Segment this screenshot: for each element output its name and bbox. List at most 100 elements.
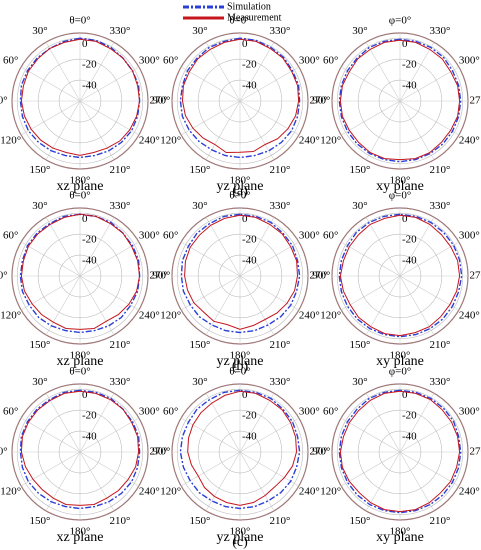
angle-label: 270° <box>310 446 331 458</box>
series-line <box>181 38 300 154</box>
ring <box>378 254 422 298</box>
r-tick-label: 0 <box>242 38 248 50</box>
ring <box>37 58 123 144</box>
angle-label: 300° <box>139 230 160 242</box>
angle-label: 60° <box>3 55 18 67</box>
spoke <box>205 392 241 453</box>
angle-label: 330° <box>430 200 451 212</box>
angle-label: θ=0° <box>229 366 250 378</box>
row-label: (a) <box>232 184 248 199</box>
ring <box>218 79 262 123</box>
series-line <box>179 389 301 510</box>
angle-label: 150° <box>190 515 211 527</box>
r-tick-label: -40 <box>82 431 97 443</box>
spoke <box>399 451 435 512</box>
ring <box>176 388 304 516</box>
angle-label: 180° <box>230 526 251 538</box>
angle-label: 210° <box>110 515 131 527</box>
spoke <box>20 100 81 136</box>
plane-label: xz plane <box>56 179 103 194</box>
ring <box>197 409 283 495</box>
ring <box>336 388 464 516</box>
angle-label: 150° <box>350 339 371 351</box>
angle-label: 60° <box>163 55 178 67</box>
spoke <box>20 417 81 453</box>
spoke <box>79 451 115 512</box>
spoke <box>20 451 81 487</box>
r-tick-label: -20 <box>242 410 257 422</box>
angle-label: 30° <box>32 376 47 388</box>
angle-label: 240° <box>459 486 480 498</box>
angle-label: 120° <box>320 135 341 147</box>
angle-label: 90° <box>152 95 167 107</box>
plane-label: xy plane <box>376 354 424 369</box>
angle-label: 270° <box>470 446 481 458</box>
angle-label: 300° <box>299 230 320 242</box>
spoke <box>79 216 115 277</box>
spoke <box>239 392 275 453</box>
r-tick-label: -20 <box>242 234 257 246</box>
angle-label: 150° <box>350 515 371 527</box>
r-tick-label: -20 <box>82 410 97 422</box>
spoke <box>399 216 435 277</box>
angle-label: 180° <box>390 175 411 187</box>
ring <box>197 58 283 144</box>
plane-label: yz plane <box>216 530 263 545</box>
series-line <box>338 38 462 163</box>
angle-label: 240° <box>139 310 160 322</box>
angle-label: 270° <box>310 270 331 282</box>
r-tick-label: 0 <box>242 213 248 225</box>
spoke <box>79 392 115 453</box>
ring <box>336 212 464 340</box>
spoke <box>399 275 460 311</box>
spoke <box>45 451 81 512</box>
angle-label: 60° <box>323 55 338 67</box>
r-tick-label: -20 <box>402 59 417 71</box>
angle-label: 270° <box>150 270 171 282</box>
angle-label: 330° <box>430 376 451 388</box>
angle-label: 90° <box>0 270 8 282</box>
series-line <box>187 390 298 506</box>
spoke <box>340 451 401 487</box>
spoke <box>79 275 140 311</box>
angle-label: 120° <box>160 486 181 498</box>
ring <box>58 430 102 474</box>
spoke <box>365 451 401 512</box>
ring <box>16 388 144 516</box>
spoke <box>205 275 241 336</box>
spoke <box>239 451 300 487</box>
spoke <box>365 392 401 453</box>
r-tick-label: -40 <box>242 80 257 92</box>
angle-label: 330° <box>270 200 291 212</box>
angle-label: 120° <box>320 310 341 322</box>
spoke <box>20 241 81 277</box>
spoke <box>180 451 241 487</box>
spoke <box>239 216 275 277</box>
spoke <box>239 241 300 277</box>
series-line <box>179 37 301 159</box>
angle-label: 60° <box>163 230 178 242</box>
series-line <box>20 213 141 330</box>
angle-label: 150° <box>30 515 51 527</box>
ring <box>218 430 262 474</box>
spoke <box>45 41 81 102</box>
angle-label: 90° <box>152 446 167 458</box>
r-tick-label: 0 <box>82 38 88 50</box>
plane-label: xy plane <box>376 530 424 545</box>
ring <box>37 409 123 495</box>
angle-label: 90° <box>312 270 327 282</box>
legend-label: Measurement <box>227 12 282 23</box>
angle-label: 120° <box>0 486 21 498</box>
spoke <box>205 216 241 277</box>
angle-label: φ=0° <box>389 15 411 27</box>
spoke <box>239 41 275 102</box>
spoke <box>340 275 401 311</box>
r-tick-label: -20 <box>242 59 257 71</box>
angle-label: 330° <box>110 200 131 212</box>
spoke <box>79 41 115 102</box>
spoke <box>340 66 401 102</box>
ring <box>176 212 304 340</box>
angle-label: 300° <box>459 55 480 67</box>
spoke <box>399 100 435 161</box>
